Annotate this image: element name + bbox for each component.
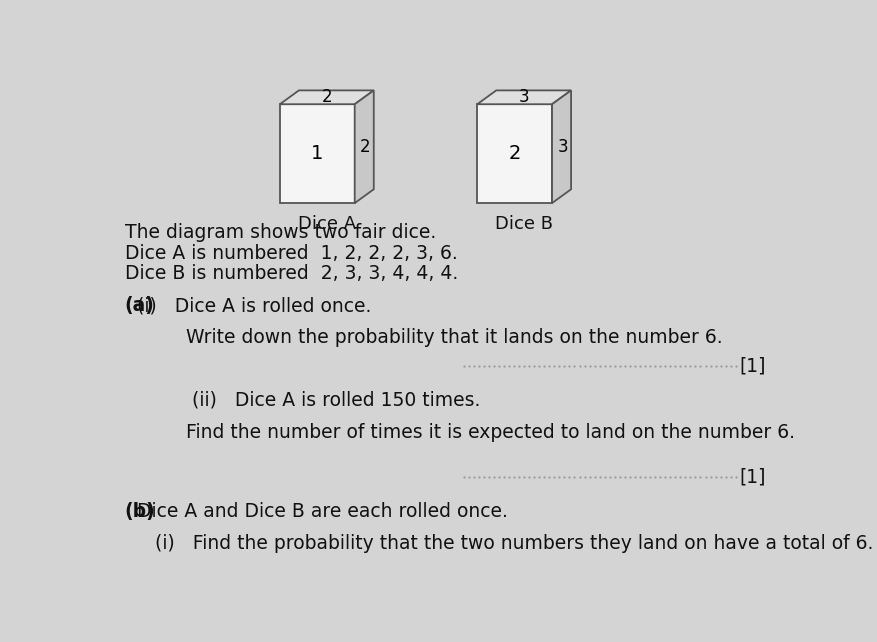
Text: (b): (b) (125, 502, 155, 521)
Text: The diagram shows two fair dice.: The diagram shows two fair dice. (125, 223, 436, 242)
Text: 2: 2 (360, 138, 370, 156)
Polygon shape (354, 91, 374, 203)
Polygon shape (280, 91, 374, 104)
Text: Dice B: Dice B (495, 216, 553, 234)
Polygon shape (477, 104, 552, 203)
Polygon shape (477, 91, 570, 104)
Text: [1]: [1] (738, 468, 765, 487)
Text: (a): (a) (125, 296, 154, 315)
Text: Dice B is numbered  2, 3, 3, 4, 4, 4.: Dice B is numbered 2, 3, 3, 4, 4, 4. (125, 265, 458, 283)
Text: Find the number of times it is expected to land on the number 6.: Find the number of times it is expected … (186, 422, 794, 442)
Text: Write down the probability that it lands on the number 6.: Write down the probability that it lands… (186, 327, 722, 347)
Polygon shape (552, 91, 570, 203)
Text: 3: 3 (557, 138, 567, 156)
Text: 1: 1 (310, 144, 323, 163)
Text: Dice A and Dice B are each rolled once.: Dice A and Dice B are each rolled once. (125, 502, 507, 521)
Text: Dice A is numbered  1, 2, 2, 2, 3, 6.: Dice A is numbered 1, 2, 2, 2, 3, 6. (125, 243, 457, 263)
Text: [1]: [1] (738, 357, 765, 376)
Polygon shape (280, 104, 354, 203)
Text: (i)   Find the probability that the two numbers they land on have a total of 6.: (i) Find the probability that the two nu… (125, 534, 872, 553)
Text: (i)   Dice A is rolled once.: (i) Dice A is rolled once. (125, 296, 371, 315)
Text: 2: 2 (508, 144, 520, 163)
Text: 2: 2 (321, 89, 332, 107)
Text: (ii)   Dice A is rolled 150 times.: (ii) Dice A is rolled 150 times. (162, 391, 480, 410)
Text: Dice A: Dice A (297, 216, 355, 234)
Text: 3: 3 (518, 89, 529, 107)
